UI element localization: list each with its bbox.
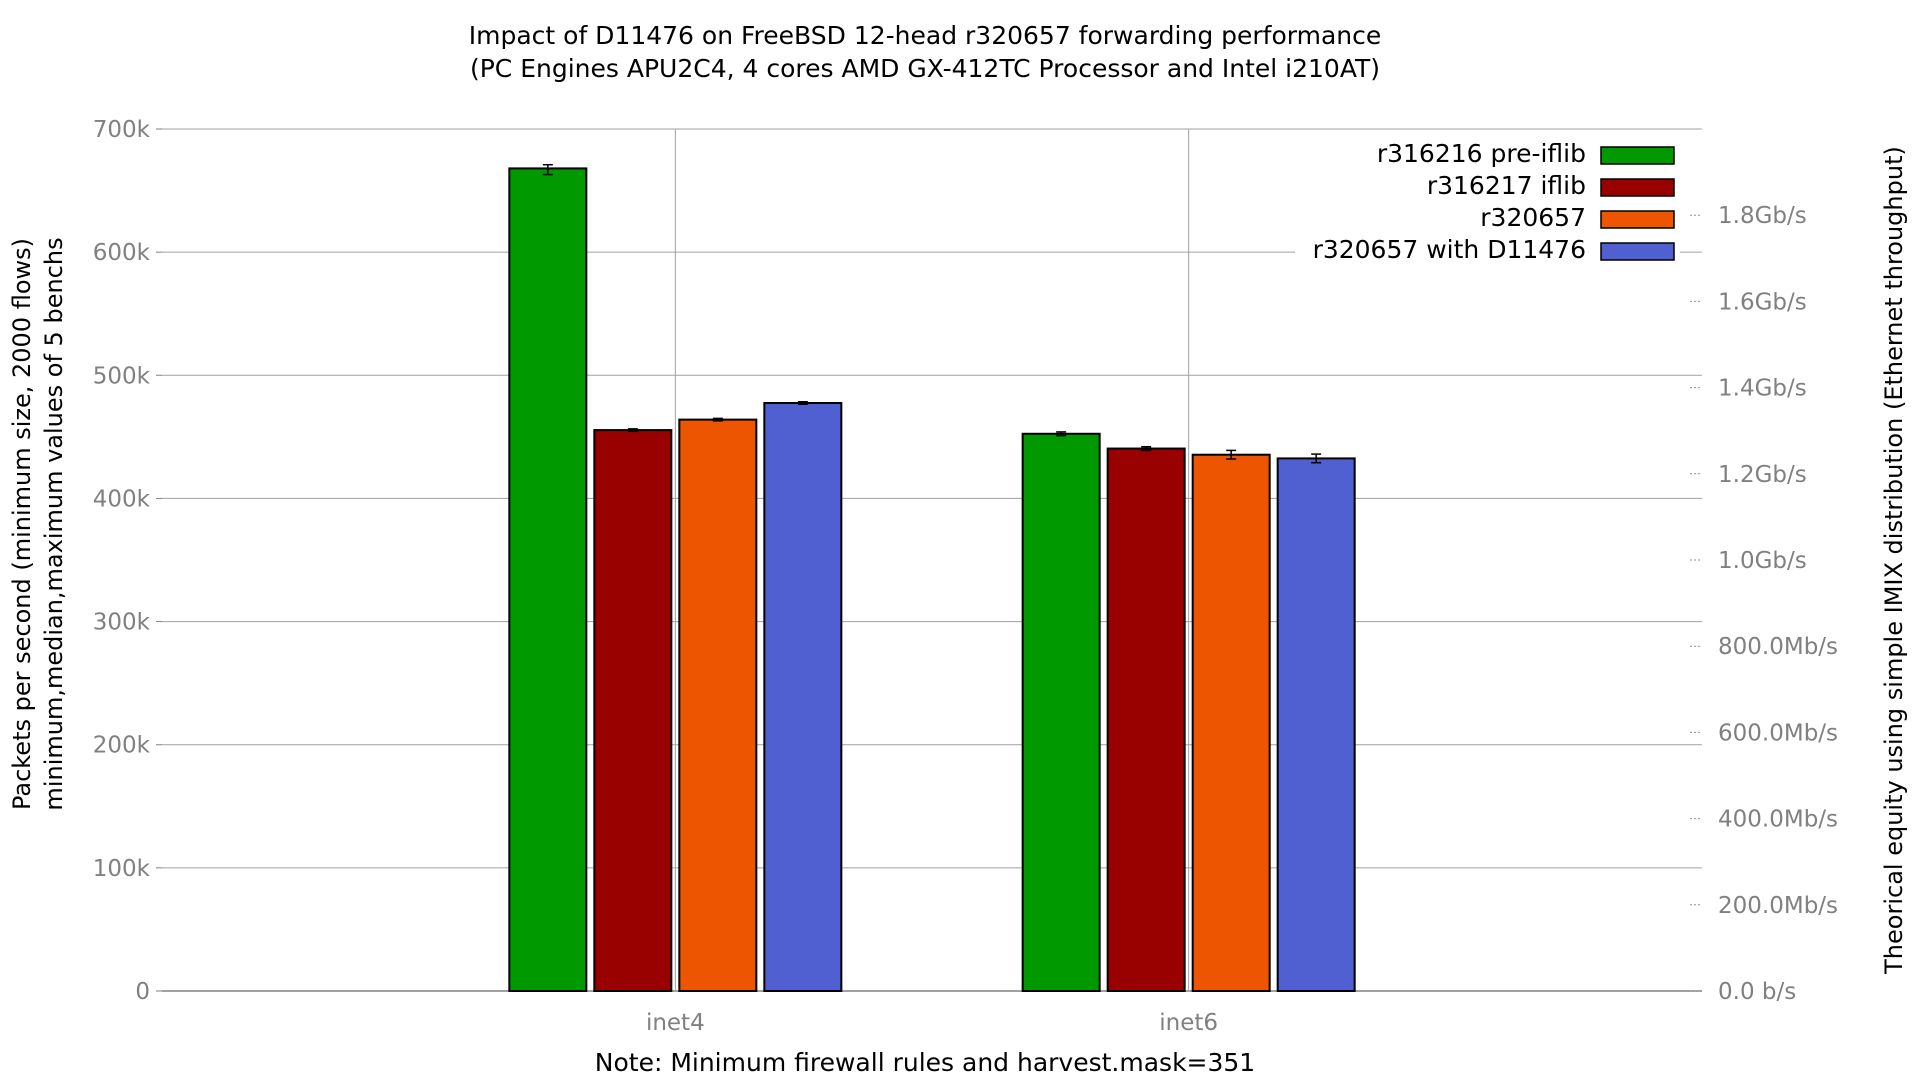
y-tick-label: 300k xyxy=(93,610,151,636)
legend-label: r320657 xyxy=(1480,203,1586,232)
bar xyxy=(1021,432,1101,992)
legend: r316216 pre-iflib r316217 iflib r320657 r32… xyxy=(1313,139,1675,264)
legend-swatch xyxy=(1600,242,1675,261)
legend-swatch xyxy=(1600,178,1675,197)
y2-tick-label: 800.0Mb/s xyxy=(1718,634,1838,660)
y2-axis-label: Theorical equity using simple IMIX distr… xyxy=(1880,146,1908,975)
chart-title: Impact of D11476 on FreeBSD 12-head r320… xyxy=(469,21,1382,50)
bar xyxy=(508,167,588,993)
bar xyxy=(678,418,758,993)
chart-note: Note: Minimum firewall rules and harvest… xyxy=(595,1048,1255,1077)
y2-tick-label: 1.0Gb/s xyxy=(1718,548,1807,574)
bar xyxy=(1276,457,1356,992)
grid xyxy=(162,128,1702,992)
bar xyxy=(1106,447,1186,992)
legend-swatch xyxy=(1600,146,1675,165)
x-tick-label: inet4 xyxy=(646,1010,705,1036)
y-tick-label: 400k xyxy=(93,486,151,512)
bar xyxy=(763,401,843,992)
legend-label: r316217 iflib xyxy=(1427,171,1586,200)
y-tick-label: 500k xyxy=(93,363,151,389)
chart-subtitle: (PC Engines APU2C4, 4 cores AMD GX-412TC… xyxy=(470,54,1380,83)
bar xyxy=(593,429,673,992)
y2-tick-label: 400.0Mb/s xyxy=(1718,807,1838,833)
y2-tick-label: 1.6Gb/s xyxy=(1718,289,1807,315)
y-axis-label-line2: minimum,median,maximum values of 5 bench… xyxy=(40,237,68,810)
y2-tick-label: 600.0Mb/s xyxy=(1718,720,1838,746)
x-tick-label: inet6 xyxy=(1159,1010,1218,1036)
bar xyxy=(1191,453,1271,993)
ticks: 0 100k 200k 300k 400k 500k 600k 700k 0.0 b/s 200.… xyxy=(93,117,1838,1036)
bars xyxy=(508,163,1356,993)
legend-label: r320657 with D11476 xyxy=(1313,235,1586,264)
y2-tick-label: 200.0Mb/s xyxy=(1718,893,1838,919)
y-tick-label: 100k xyxy=(93,856,151,882)
y-tick-label: 700k xyxy=(93,117,151,143)
legend-swatch xyxy=(1600,210,1675,229)
y2-tick-label: 1.4Gb/s xyxy=(1718,376,1807,402)
y2-tick-label: 0.0 b/s xyxy=(1718,979,1796,1005)
y-axis-label-line1: Packets per second (minimum size, 2000 f… xyxy=(8,238,36,810)
y-tick-label: 200k xyxy=(93,733,151,759)
y-tick-label: 0 xyxy=(135,979,150,1005)
y-tick-label: 600k xyxy=(93,240,151,266)
y2-tick-label: 1.8Gb/s xyxy=(1718,203,1807,229)
y2-tick-label: 1.2Gb/s xyxy=(1718,462,1807,488)
legend-label: r316216 pre-iflib xyxy=(1377,139,1586,168)
